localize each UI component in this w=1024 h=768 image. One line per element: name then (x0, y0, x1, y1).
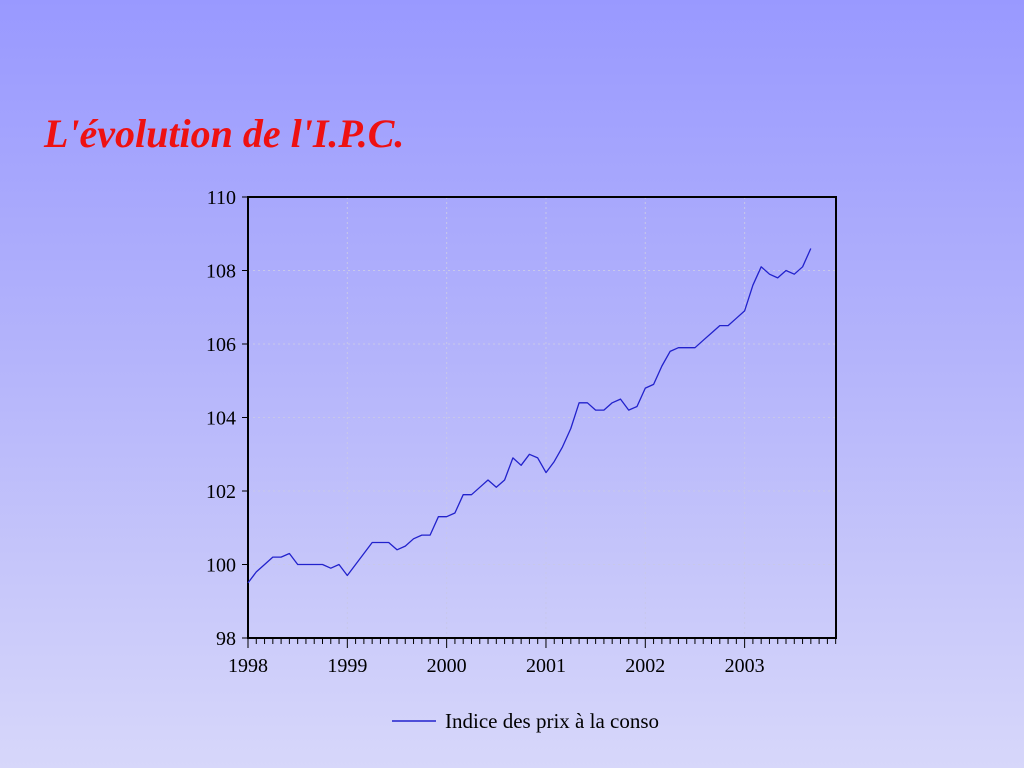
y-tick-label: 98 (216, 628, 236, 650)
x-tick-label: 1999 (327, 655, 367, 677)
x-tick-label: 2000 (427, 655, 467, 677)
plot-frame (247, 196, 837, 639)
y-tick-label: 106 (206, 334, 236, 356)
x-tick-label: 1998 (228, 655, 268, 677)
legend: Indice des prix à la conso (392, 709, 659, 733)
x-tick-label: 2002 (625, 655, 665, 677)
legend-label: Indice des prix à la conso (445, 709, 659, 733)
y-tick-label: 100 (206, 555, 236, 577)
y-tick-label: 108 (206, 261, 236, 283)
y-tick-label: 104 (206, 408, 236, 430)
y-tick-label: 102 (206, 481, 236, 503)
y-tick-label: 110 (207, 187, 236, 209)
series-line (247, 248, 812, 584)
slide-title: L'évolution de l'I.P.C. (44, 111, 405, 156)
x-tick-label: 2001 (526, 655, 566, 677)
grid-lines (248, 197, 836, 638)
x-tick-label: 2003 (725, 655, 765, 677)
